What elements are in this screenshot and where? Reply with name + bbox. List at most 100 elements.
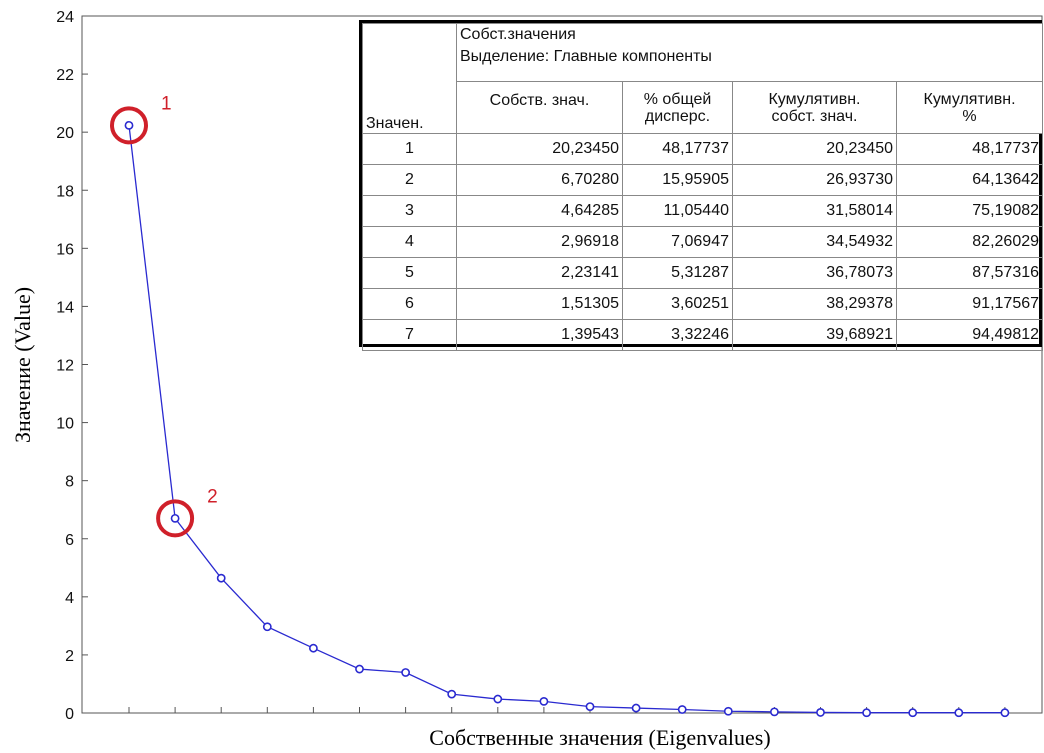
- y-axis-title: Значение (Value): [10, 287, 35, 443]
- row-index-cell: 2: [362, 164, 457, 196]
- col-header-cum-pct-line1: Кумулятивн.: [923, 90, 1016, 108]
- table-row: 1 20,23450 48,17737 20,23450 48,17737: [362, 133, 1044, 165]
- data-point: [585, 702, 595, 712]
- data-point: [862, 708, 871, 718]
- value-cell: 2,23141: [456, 257, 623, 289]
- y-tick-label: 8: [65, 474, 74, 491]
- value-cell: 20,23450: [732, 133, 897, 165]
- value-cell: 1,39543: [456, 319, 623, 351]
- data-point: [539, 696, 549, 706]
- data-point: [401, 668, 410, 677]
- data-point: [816, 708, 825, 717]
- y-tick-label: 18: [56, 183, 74, 200]
- value-cell: 1,51305: [456, 288, 623, 320]
- data-point: [355, 664, 364, 674]
- y-tick-label: 6: [65, 532, 74, 549]
- row-index-cell: 3: [362, 195, 457, 227]
- value-cell: 26,93730: [732, 164, 897, 196]
- value-cell: 31,58014: [732, 195, 897, 227]
- col-header-eigenvalue: Собств. знач.: [456, 81, 623, 134]
- table-title-line2: Выделение: Главные компоненты: [460, 48, 712, 65]
- value-cell: 39,68921: [732, 319, 897, 351]
- data-point: [493, 694, 503, 704]
- value-cell: 64,13642: [895, 164, 1044, 196]
- data-point: [677, 705, 687, 714]
- highlight-label: 2: [207, 486, 218, 507]
- y-tick-label: 2: [65, 648, 74, 665]
- value-cell: 87,57316: [895, 257, 1044, 289]
- y-tick-label: 0: [65, 706, 74, 723]
- value-cell: 48,17737: [622, 133, 733, 165]
- row-index-cell: 7: [362, 319, 457, 351]
- value-cell: 75,19082: [895, 195, 1044, 227]
- row-index-cell: 4: [362, 226, 457, 258]
- table-row: 4 2,96918 7,06947 34,54932 82,26029: [362, 226, 1044, 258]
- value-cell: 82,26029: [895, 226, 1044, 258]
- data-point: [723, 706, 733, 716]
- series-line: [128, 125, 1005, 714]
- col-header-pct-variance: % общей дисперс.: [622, 81, 733, 134]
- value-cell: 5,31287: [622, 257, 733, 289]
- value-cell: 4,64285: [456, 195, 623, 227]
- value-cell: 2,96918: [456, 226, 623, 258]
- table-title-line1: Собст.значения: [460, 26, 576, 43]
- row-index-header: Значен.: [362, 23, 457, 134]
- data-point: [631, 703, 641, 713]
- data-point: [124, 120, 134, 130]
- y-tick-label: 16: [56, 241, 74, 258]
- row-index-cell: 5: [362, 257, 457, 289]
- col-header-cum-eigenvalue: Кумулятивн. собст. знач.: [732, 81, 897, 134]
- value-cell: 11,05440: [622, 195, 733, 227]
- table-row: 6 1,51305 3,60251 38,29378 91,17567: [362, 288, 1044, 320]
- highlight-annotations: 12: [110, 93, 218, 538]
- value-cell: 3,32246: [622, 319, 733, 351]
- value-cell: 6,70280: [456, 164, 623, 196]
- row-index-cell: 1: [362, 133, 457, 165]
- value-cell: 3,60251: [622, 288, 733, 320]
- data-point: [262, 622, 272, 632]
- y-tick-label: 12: [56, 358, 74, 375]
- data-point: [170, 513, 180, 523]
- col-header-cum-eigenvalue-line2: собст. знач.: [771, 107, 858, 125]
- col-header-cum-pct-line2: %: [962, 107, 977, 125]
- table-row: 3 4,64285 11,05440 31,58014 75,19082: [362, 195, 1044, 227]
- row-index-cell: 6: [362, 288, 457, 320]
- data-point: [1000, 708, 1010, 718]
- value-cell: 94,49812: [895, 319, 1044, 351]
- eigenvalue-series: [124, 120, 1010, 718]
- highlight-circle: [110, 106, 148, 145]
- table-row: 7 1,39543 3,32246 39,68921 94,49812: [362, 319, 1044, 351]
- col-header-pct-variance-line2: дисперс.: [644, 107, 711, 125]
- value-cell: 38,29378: [732, 288, 897, 320]
- y-tick-label: 10: [56, 416, 74, 433]
- value-cell: 36,78073: [732, 257, 897, 289]
- col-header-pct-variance-line1: % общей: [643, 90, 712, 108]
- data-point: [908, 708, 918, 718]
- value-cell: 91,17567: [895, 288, 1044, 320]
- data-point: [308, 643, 318, 653]
- value-cell: 48,17737: [895, 133, 1044, 165]
- table-title: Собст.значения Выделение: Главные компон…: [455, 23, 1044, 82]
- highlight-circle: [156, 499, 195, 538]
- table-row: 5 2,23141 5,31287 36,78073 87,57316: [362, 257, 1044, 289]
- y-tick-label: 20: [56, 125, 74, 142]
- y-tick-label: 14: [56, 299, 74, 316]
- data-point: [447, 689, 457, 699]
- data-point: [770, 707, 779, 717]
- highlight-label: 1: [161, 93, 172, 114]
- col-header-eigenvalue-text: Собств. знач.: [489, 92, 590, 109]
- data-point: [216, 573, 226, 583]
- col-header-cum-eigenvalue-line1: Кумулятивн.: [768, 90, 861, 108]
- value-cell: 7,06947: [622, 226, 733, 258]
- value-cell: 15,95905: [622, 164, 733, 196]
- col-header-cum-pct: Кумулятивн. %: [895, 81, 1044, 134]
- y-tick-label: 24: [56, 9, 74, 26]
- table-row: 2 6,70280 15,95905 26,93730 64,13642: [362, 164, 1044, 196]
- y-tick-label: 4: [65, 590, 74, 607]
- y-tick-label: 22: [56, 67, 74, 84]
- x-axis-title: Собственные значения (Eigenvalues): [429, 725, 770, 750]
- value-cell: 20,23450: [456, 133, 623, 165]
- value-cell: 34,54932: [732, 226, 897, 258]
- data-point: [954, 708, 964, 718]
